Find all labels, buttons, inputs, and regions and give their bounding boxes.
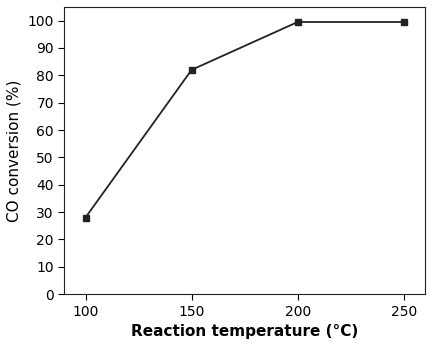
X-axis label: Reaction temperature (°C): Reaction temperature (°C) xyxy=(131,324,358,339)
Y-axis label: CO conversion (%): CO conversion (%) xyxy=(7,79,22,222)
